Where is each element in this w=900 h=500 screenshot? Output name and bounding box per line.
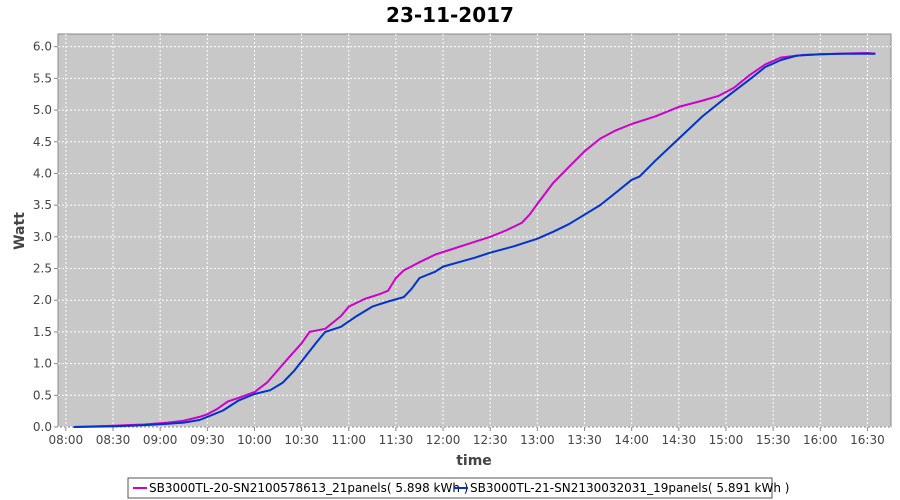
- series-lines: [73, 52, 876, 428]
- y-tick-label: 4.5: [33, 135, 52, 149]
- y-tick-label: 0.0: [33, 420, 52, 434]
- plot-area: [57, 33, 892, 428]
- x-tick-label: 08:30: [96, 433, 131, 447]
- x-tick-label: 10:30: [284, 433, 319, 447]
- series-line-1: [73, 52, 876, 428]
- x-tick-label: 14:30: [662, 433, 697, 447]
- y-tick-label: 3.0: [33, 230, 52, 244]
- x-tick-label: 11:00: [331, 433, 366, 447]
- legend-label-2: SB3000TL-21-SN2130032031_19panels( 5.891…: [470, 481, 789, 495]
- y-tick-label: 5.0: [33, 103, 52, 117]
- x-tick-label: 09:00: [143, 433, 178, 447]
- x-tick-label: 10:00: [237, 433, 272, 447]
- x-tick-label: 09:30: [190, 433, 225, 447]
- x-tick-label: 12:30: [473, 433, 508, 447]
- y-tick-label: 3.5: [33, 198, 52, 212]
- x-tick-label: 15:00: [709, 433, 744, 447]
- x-tick-label: 16:30: [850, 433, 885, 447]
- x-tick-label: 13:00: [520, 433, 555, 447]
- x-tick-label: 16:00: [803, 433, 838, 447]
- y-tick-label: 0.5: [33, 388, 52, 402]
- x-tick-label: 08:00: [49, 433, 84, 447]
- y-tick-label: 1.5: [33, 325, 52, 339]
- y-tick-label: 4.0: [33, 166, 52, 180]
- x-axis-label: time: [456, 453, 492, 469]
- x-tick-label: 12:00: [426, 433, 461, 447]
- x-tick-label: 11:30: [379, 433, 414, 447]
- y-axis-label: Watt: [12, 212, 28, 250]
- y-tick-label: 5.5: [33, 71, 52, 85]
- y-tick-label: 2.0: [33, 293, 52, 307]
- x-tick-label: 15:30: [756, 433, 791, 447]
- y-tick-label: 2.5: [33, 262, 52, 276]
- legend-label-1: SB3000TL-20-SN2100578613_21panels( 5.898…: [149, 481, 468, 495]
- x-tick-label: 14:00: [614, 433, 649, 447]
- grid-lines: [58, 34, 891, 428]
- legend: SB3000TL-20-SN2100578613_21panels( 5.898…: [127, 477, 789, 499]
- chart-title: 23-11-2017: [386, 3, 514, 27]
- series-line-2: [73, 52, 876, 428]
- x-tick-label: 13:30: [567, 433, 602, 447]
- y-tick-label: 6.0: [33, 40, 52, 54]
- axes: 0.0 0.5 1.0 1.5 2.0 2.5 3.0 3.5 4.0 4.5 5.0 5.5 6.0 0…: [33, 40, 885, 447]
- legend-box: [127, 477, 773, 499]
- y-tick-label: 1.0: [33, 357, 52, 371]
